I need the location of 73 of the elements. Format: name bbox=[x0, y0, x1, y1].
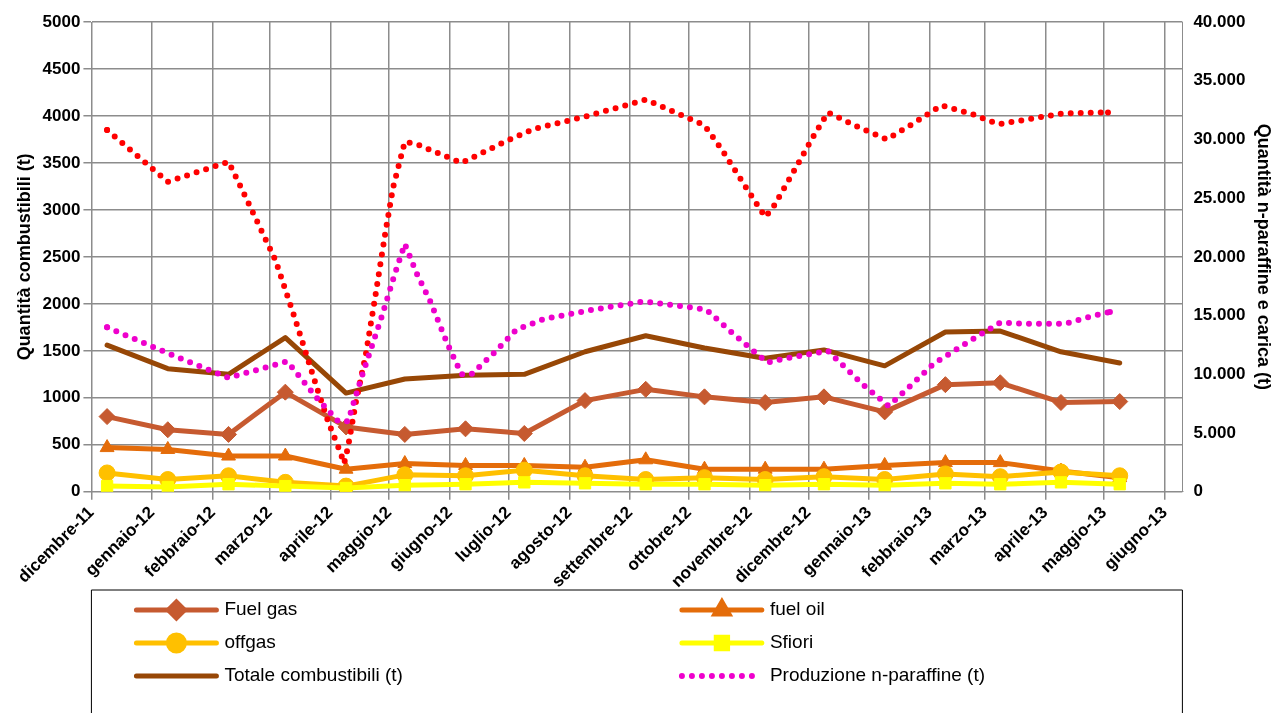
y-tick-label: 1500 bbox=[42, 340, 81, 360]
point bbox=[639, 478, 652, 491]
y-tick-label: 1000 bbox=[42, 387, 81, 407]
point bbox=[1052, 393, 1070, 411]
legend-label: Produzione n-paraffine (t) bbox=[769, 664, 986, 686]
point bbox=[937, 454, 953, 468]
point bbox=[104, 127, 111, 134]
point bbox=[222, 478, 235, 491]
point bbox=[518, 476, 531, 489]
point bbox=[939, 477, 952, 490]
point bbox=[695, 388, 713, 406]
y2-tick-label: 0 bbox=[1193, 481, 1203, 501]
point bbox=[576, 392, 594, 410]
legend-label: Fuel gas bbox=[224, 598, 298, 620]
y-tick-label: 4000 bbox=[42, 105, 81, 125]
point bbox=[637, 380, 655, 398]
y2-tick-label: 30.000 bbox=[1193, 129, 1246, 149]
y2-tick-label: 35.000 bbox=[1193, 70, 1246, 90]
y2-tick-label: 10.000 bbox=[1193, 364, 1246, 383]
point bbox=[98, 408, 116, 426]
point bbox=[221, 447, 236, 461]
point bbox=[878, 479, 891, 492]
y-tick-label: 5000 bbox=[42, 11, 81, 31]
point bbox=[98, 464, 116, 482]
point bbox=[876, 403, 894, 421]
point bbox=[396, 425, 414, 443]
y2-axis-title: Quantità n-paraffine e carica (t) bbox=[1254, 123, 1275, 390]
y-tick-label: 2500 bbox=[42, 246, 81, 266]
point bbox=[698, 478, 711, 491]
point bbox=[1111, 393, 1129, 411]
point bbox=[515, 425, 533, 442]
point bbox=[398, 479, 411, 492]
point bbox=[815, 388, 833, 406]
legend-label: Sfiori bbox=[769, 631, 814, 653]
point bbox=[279, 479, 292, 492]
point bbox=[1104, 109, 1111, 116]
y-tick-label: 4500 bbox=[42, 58, 81, 78]
y2-tick-label: 25.000 bbox=[1193, 187, 1246, 207]
point bbox=[515, 461, 533, 479]
point bbox=[161, 480, 174, 492]
point bbox=[276, 383, 294, 401]
legend-label: offgas bbox=[224, 631, 276, 653]
y2-tick-label: 15.000 bbox=[1193, 305, 1246, 325]
point bbox=[936, 376, 954, 394]
point bbox=[992, 454, 1008, 468]
y-tick-label: 3500 bbox=[42, 152, 81, 172]
point bbox=[159, 421, 177, 439]
legend-label: Totale combustibili (t) bbox=[224, 664, 403, 686]
point bbox=[638, 451, 654, 465]
y2-tick-label: 5.000 bbox=[1193, 422, 1236, 442]
point bbox=[578, 477, 592, 490]
y-tick-label: 3000 bbox=[42, 199, 81, 219]
point bbox=[104, 324, 111, 331]
point bbox=[277, 447, 293, 461]
point bbox=[1113, 478, 1126, 491]
y-tick-label: 0 bbox=[70, 481, 81, 501]
point bbox=[99, 439, 115, 453]
y-tick-label: 500 bbox=[52, 434, 81, 454]
point bbox=[397, 455, 413, 469]
point bbox=[1106, 309, 1113, 316]
point bbox=[100, 479, 114, 492]
point bbox=[756, 393, 774, 411]
point bbox=[220, 425, 238, 443]
point bbox=[817, 478, 831, 491]
y2-tick-label: 20.000 bbox=[1193, 246, 1246, 266]
point bbox=[759, 479, 772, 492]
point bbox=[459, 478, 472, 491]
point bbox=[1054, 476, 1068, 489]
y2-tick-label: 40.000 bbox=[1193, 11, 1246, 31]
point bbox=[994, 478, 1007, 491]
legend-label: fuel oil bbox=[769, 598, 825, 620]
y-axis-title: Quantità combustibili (t) bbox=[13, 153, 34, 361]
y-tick-label: 2000 bbox=[42, 293, 81, 313]
